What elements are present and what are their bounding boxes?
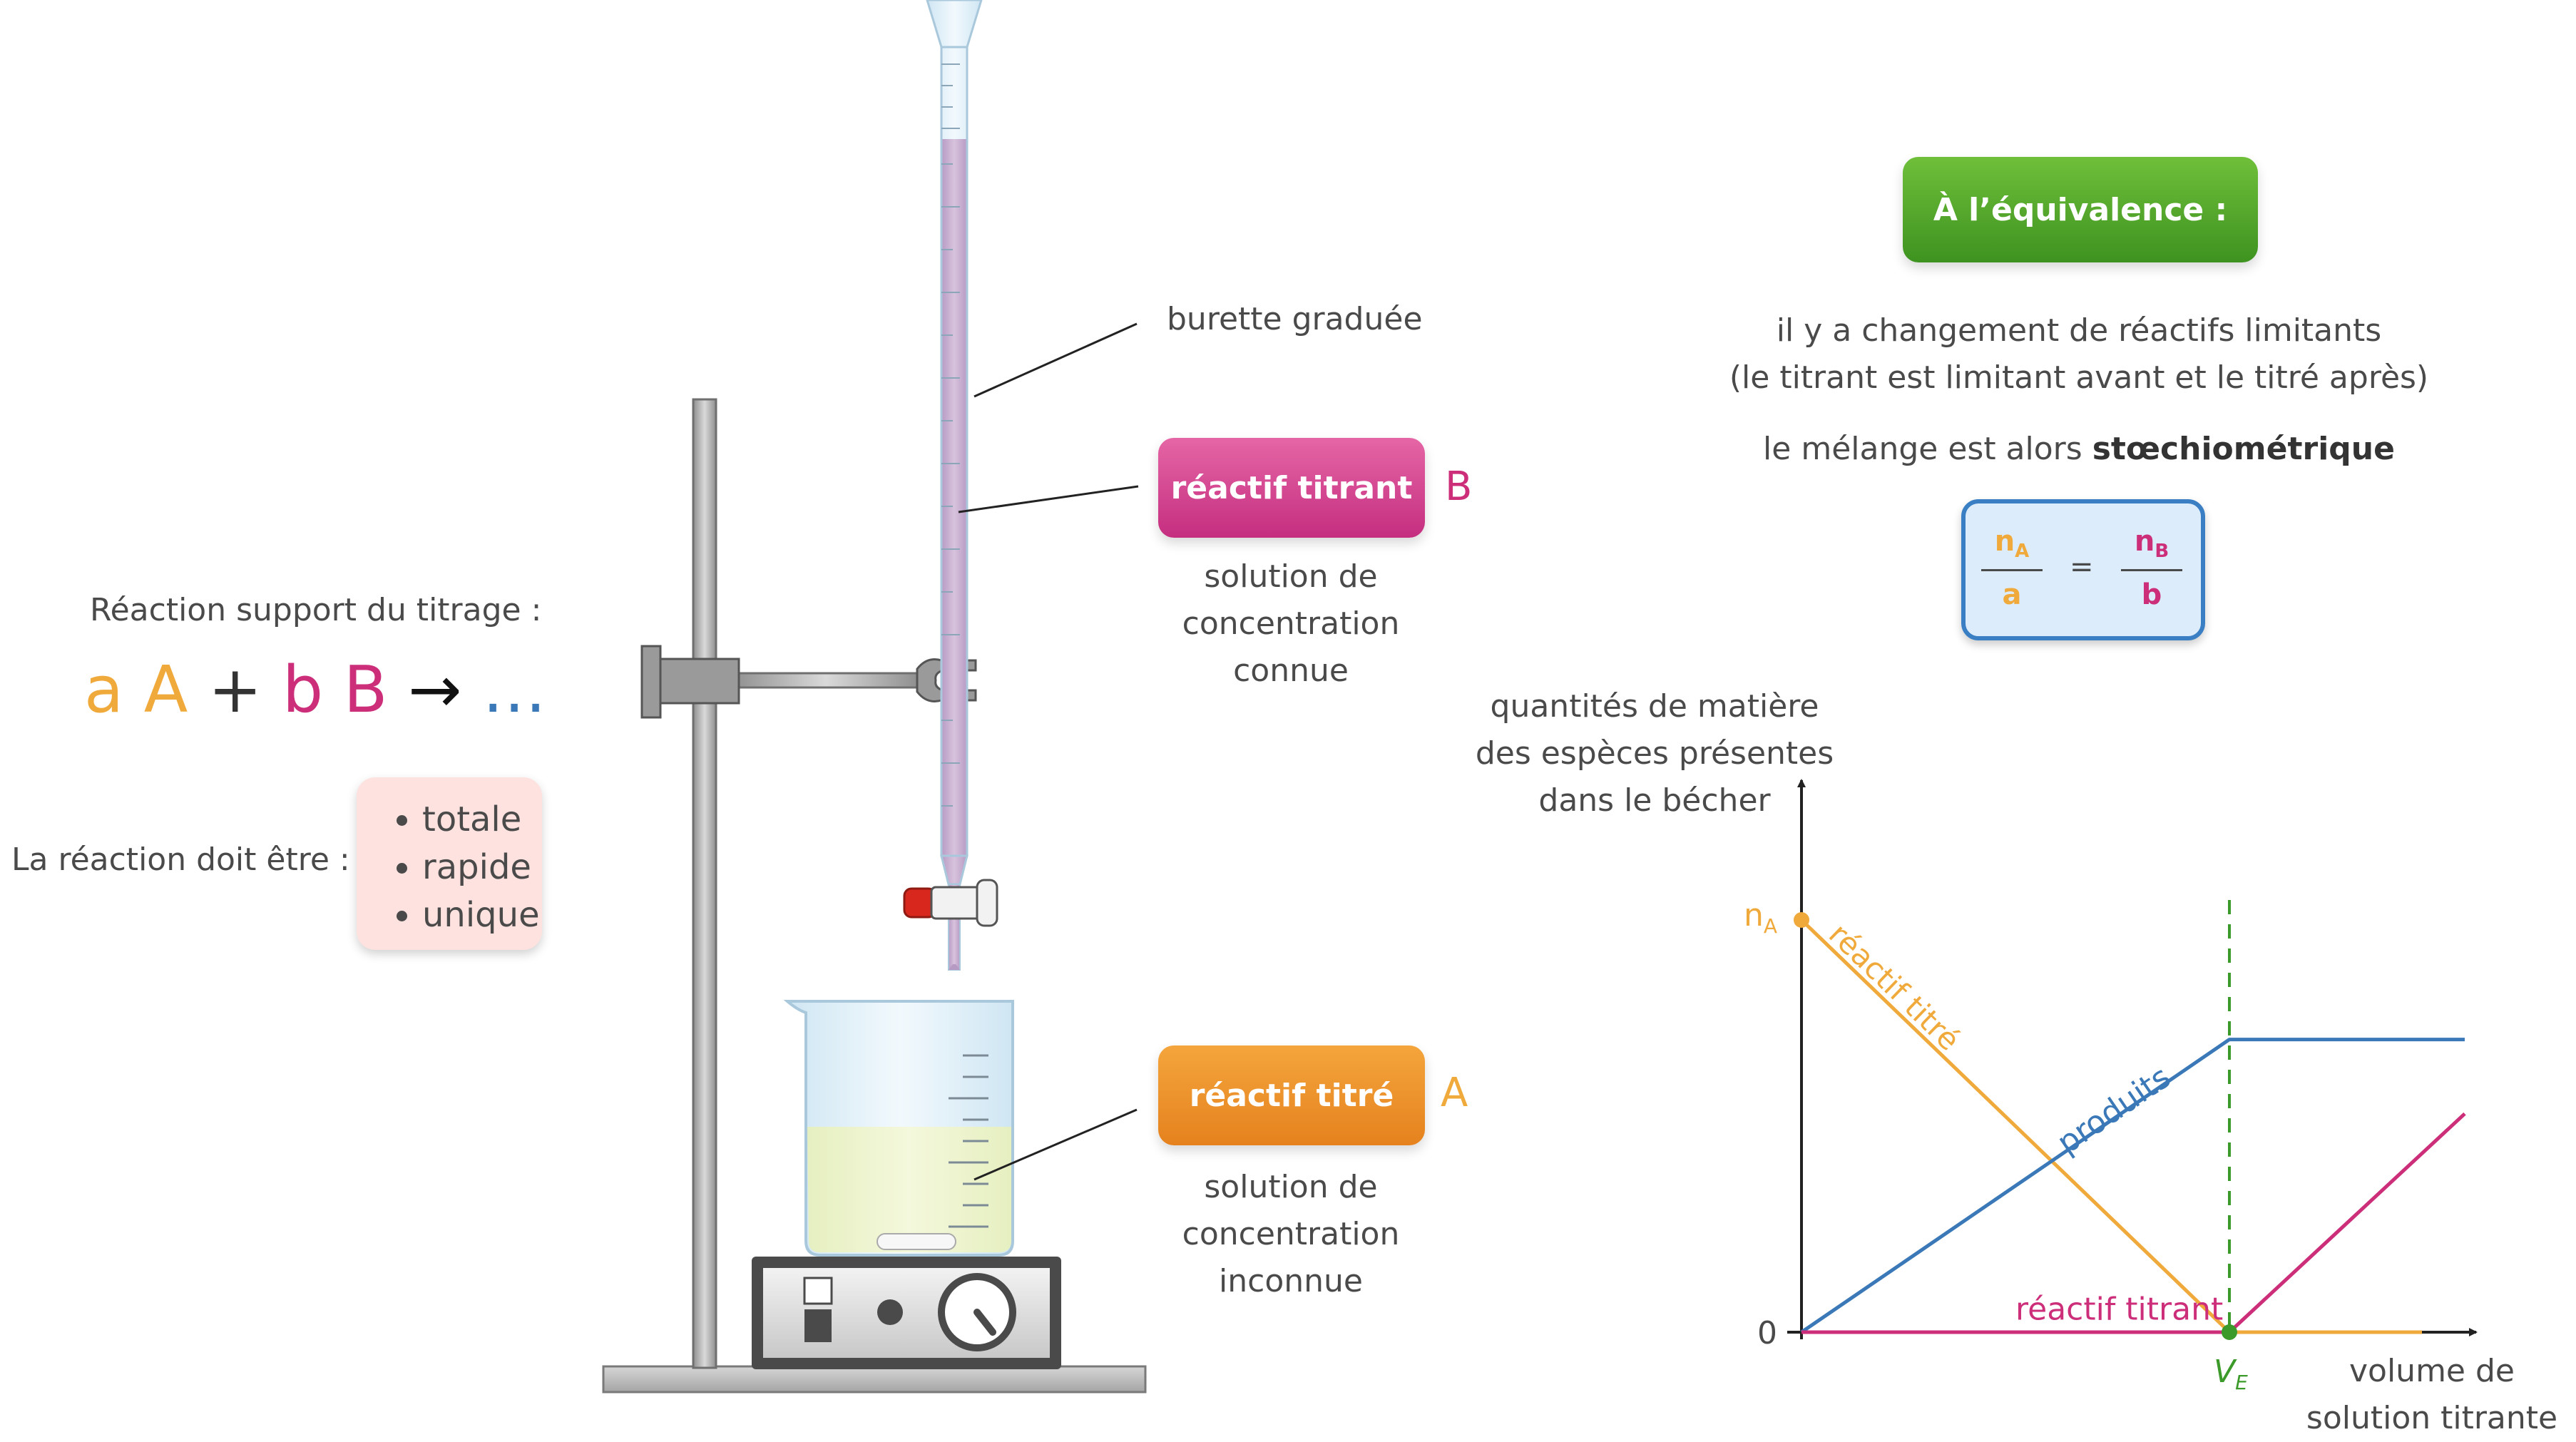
titre-desc-line: inconnue (1219, 1263, 1363, 1299)
stand-base (602, 1365, 1147, 1394)
series-label-titrant: réactif titrant (2015, 1291, 2223, 1327)
equivalence-line-2: (le titrant est limitant avant et le tit… (1729, 359, 2429, 396)
titrant-description: solution de concentration connue (1113, 553, 1469, 695)
titrant-species: B (1445, 464, 1473, 510)
conditions-label: La réaction doit être : (11, 842, 350, 878)
condition-item: rapide (422, 844, 531, 891)
titrant-badge: réactif titrant (1158, 438, 1425, 538)
fraction-a: nA a (1981, 525, 2043, 611)
fraction-a-denominator: a (2002, 578, 2022, 611)
series-label-titre: réactif titré (1822, 916, 1967, 1058)
plus-sign: + (208, 653, 262, 727)
series-label-produits: produits (2050, 1059, 2177, 1162)
burette-leader-line (973, 322, 1138, 398)
coef-b: b (282, 653, 324, 727)
burette (926, 0, 983, 971)
equivalence-line-1: il y a changement de réactifs limitants (1776, 312, 2382, 349)
x-label-line: volume de (2349, 1353, 2515, 1389)
species-a: A (143, 653, 188, 727)
na-point (1794, 912, 1809, 928)
equivalence-badge: À l’équivalence : (1903, 157, 2258, 262)
fraction-b: nB b (2121, 525, 2182, 611)
y-label-line: quantités de matière (1490, 688, 1819, 725)
series-line-produits (1800, 1038, 2465, 1334)
burette-label: burette graduée (1167, 301, 1423, 337)
y-tick-label-zero: 0 (1757, 1315, 1777, 1351)
reaction-equation: a A + b B → … (84, 653, 546, 727)
x-label-line: solution titrante (2306, 1400, 2558, 1436)
equivalence-formula: nA a = nB b (1961, 499, 2205, 640)
beaker (783, 1000, 1014, 1257)
species-b: B (343, 653, 388, 727)
titrant-desc-line: connue (1233, 653, 1349, 689)
fraction-a-numerator: n (1994, 525, 2015, 558)
y-label-line: des espèces présentes (1475, 735, 1834, 772)
chart-x-label: volume de solution titrante (2296, 1348, 2567, 1442)
stoichiometric-word: stœchiométrique (2092, 431, 2395, 467)
reaction-title: Réaction support du titrage : (90, 592, 542, 628)
x-marker-label-ve: VE (2214, 1354, 2248, 1394)
reaction-arrow: → (408, 653, 462, 727)
fraction-b-denominator: b (2141, 578, 2162, 611)
magnetic-stirrer (752, 1257, 1061, 1369)
titrant-desc-line: solution de (1204, 558, 1378, 595)
products-ellipsis: … (482, 653, 547, 727)
stopcock (903, 879, 998, 970)
titre-badge: réactif titré (1158, 1045, 1425, 1145)
condition-item: unique (422, 891, 540, 939)
y-tick-label-na: nA (1744, 897, 1777, 938)
titre-desc-line: concentration (1182, 1216, 1400, 1252)
titrant-desc-line: concentration (1182, 605, 1400, 642)
fraction-a-subscript: A (2015, 541, 2030, 562)
titre-description: solution de concentration inconnue (1113, 1164, 1469, 1305)
equals-sign: = (2070, 551, 2094, 583)
titrant-leader-line (958, 485, 1139, 513)
titre-species: A (1441, 1070, 1468, 1116)
titre-leader-line (973, 1108, 1138, 1181)
fraction-b-subscript: B (2155, 541, 2169, 562)
ve-point (2222, 1324, 2237, 1340)
stand-rod (692, 398, 717, 1369)
equivalence-line-3: le mélange est alors stœchiométrique (1676, 431, 2482, 467)
y-label-line: dans le bécher (1538, 782, 1771, 819)
coef-a: a (84, 653, 124, 727)
conditions-box: totale rapide unique (357, 777, 542, 950)
titre-desc-line: solution de (1204, 1169, 1378, 1205)
condition-item: totale (422, 796, 521, 844)
stoichiometric-prefix: le mélange est alors (1763, 431, 2082, 467)
chart-y-label: quantités de matière des espèces présent… (1455, 683, 1854, 824)
fraction-b-numerator: n (2134, 525, 2155, 558)
